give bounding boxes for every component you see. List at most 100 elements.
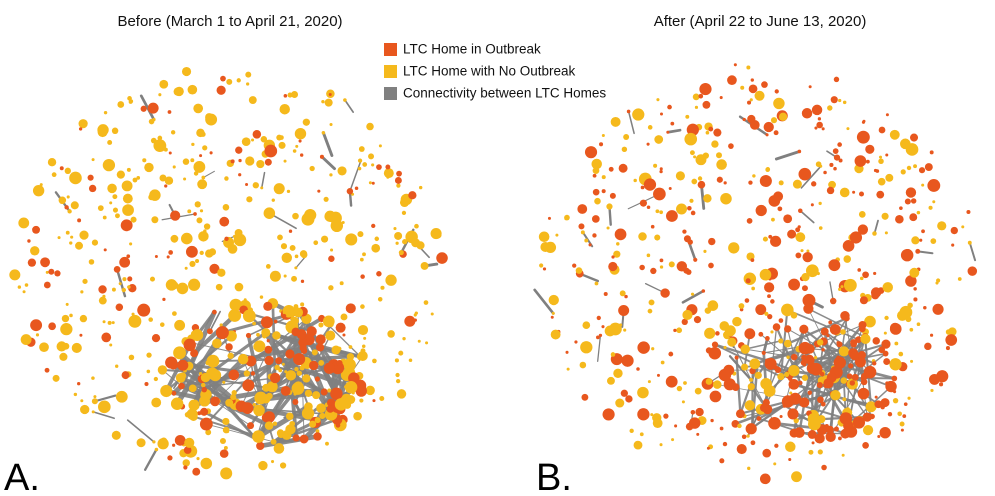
node [838, 346, 850, 357]
node [637, 408, 650, 421]
node [829, 162, 834, 168]
node [121, 180, 133, 192]
node [398, 350, 404, 356]
node [102, 320, 106, 324]
edge [186, 413, 260, 438]
node [266, 392, 273, 400]
node [879, 426, 891, 439]
node [749, 377, 754, 382]
node [772, 323, 781, 331]
node [695, 154, 707, 166]
node [193, 103, 204, 114]
node [803, 303, 814, 314]
node [260, 136, 268, 143]
node [778, 338, 784, 344]
node [273, 319, 278, 324]
node [172, 311, 177, 316]
node [829, 324, 841, 335]
node [270, 438, 277, 445]
node [687, 205, 692, 211]
node [191, 142, 195, 147]
node [697, 180, 706, 189]
node [579, 361, 587, 369]
node [223, 445, 228, 450]
node [273, 183, 285, 195]
node [711, 341, 719, 348]
node [858, 211, 866, 218]
node [210, 396, 220, 407]
node [651, 347, 655, 351]
node [668, 351, 674, 357]
node [343, 358, 356, 372]
node [905, 187, 917, 198]
node [930, 238, 937, 245]
node [371, 163, 375, 167]
node [98, 400, 111, 414]
node [160, 384, 173, 398]
node [246, 196, 253, 203]
node [315, 429, 320, 434]
node [215, 326, 229, 340]
node [858, 320, 867, 329]
node [808, 85, 812, 89]
node [263, 301, 273, 311]
node [820, 401, 826, 407]
node [873, 271, 877, 276]
node [770, 330, 774, 334]
node [746, 434, 750, 438]
node [227, 352, 234, 359]
node [298, 337, 308, 348]
node [939, 382, 944, 387]
node [290, 316, 299, 325]
node [222, 380, 226, 384]
node [258, 460, 268, 471]
node [788, 278, 801, 291]
node [220, 467, 233, 480]
node [923, 306, 927, 310]
node [136, 438, 146, 448]
node [814, 433, 825, 444]
node [166, 255, 170, 259]
node [263, 207, 276, 219]
node [302, 374, 311, 383]
node [850, 341, 857, 348]
node [299, 365, 305, 371]
node [199, 250, 204, 256]
node [205, 113, 214, 122]
node [588, 243, 592, 247]
node [794, 427, 805, 438]
node [814, 126, 818, 130]
node [542, 267, 547, 271]
node [115, 390, 128, 403]
node [564, 216, 568, 221]
node [202, 145, 208, 151]
node [97, 127, 108, 138]
node [592, 173, 597, 178]
node [755, 204, 767, 217]
node [881, 339, 891, 349]
node [241, 137, 251, 147]
node [825, 431, 836, 442]
node [313, 240, 319, 246]
node [376, 164, 382, 170]
edge [774, 149, 801, 161]
node [771, 217, 775, 222]
node [414, 223, 419, 229]
node [764, 311, 769, 316]
node [795, 252, 802, 259]
node [69, 171, 82, 185]
node [148, 317, 153, 322]
node [654, 135, 664, 144]
node [763, 385, 776, 397]
node [302, 118, 310, 126]
node [857, 353, 862, 359]
node [578, 223, 585, 230]
node [79, 230, 89, 240]
node [840, 428, 851, 439]
node [778, 112, 788, 122]
node [768, 416, 781, 430]
node [122, 277, 127, 282]
node [862, 442, 869, 449]
node [783, 214, 793, 224]
node [393, 227, 397, 231]
